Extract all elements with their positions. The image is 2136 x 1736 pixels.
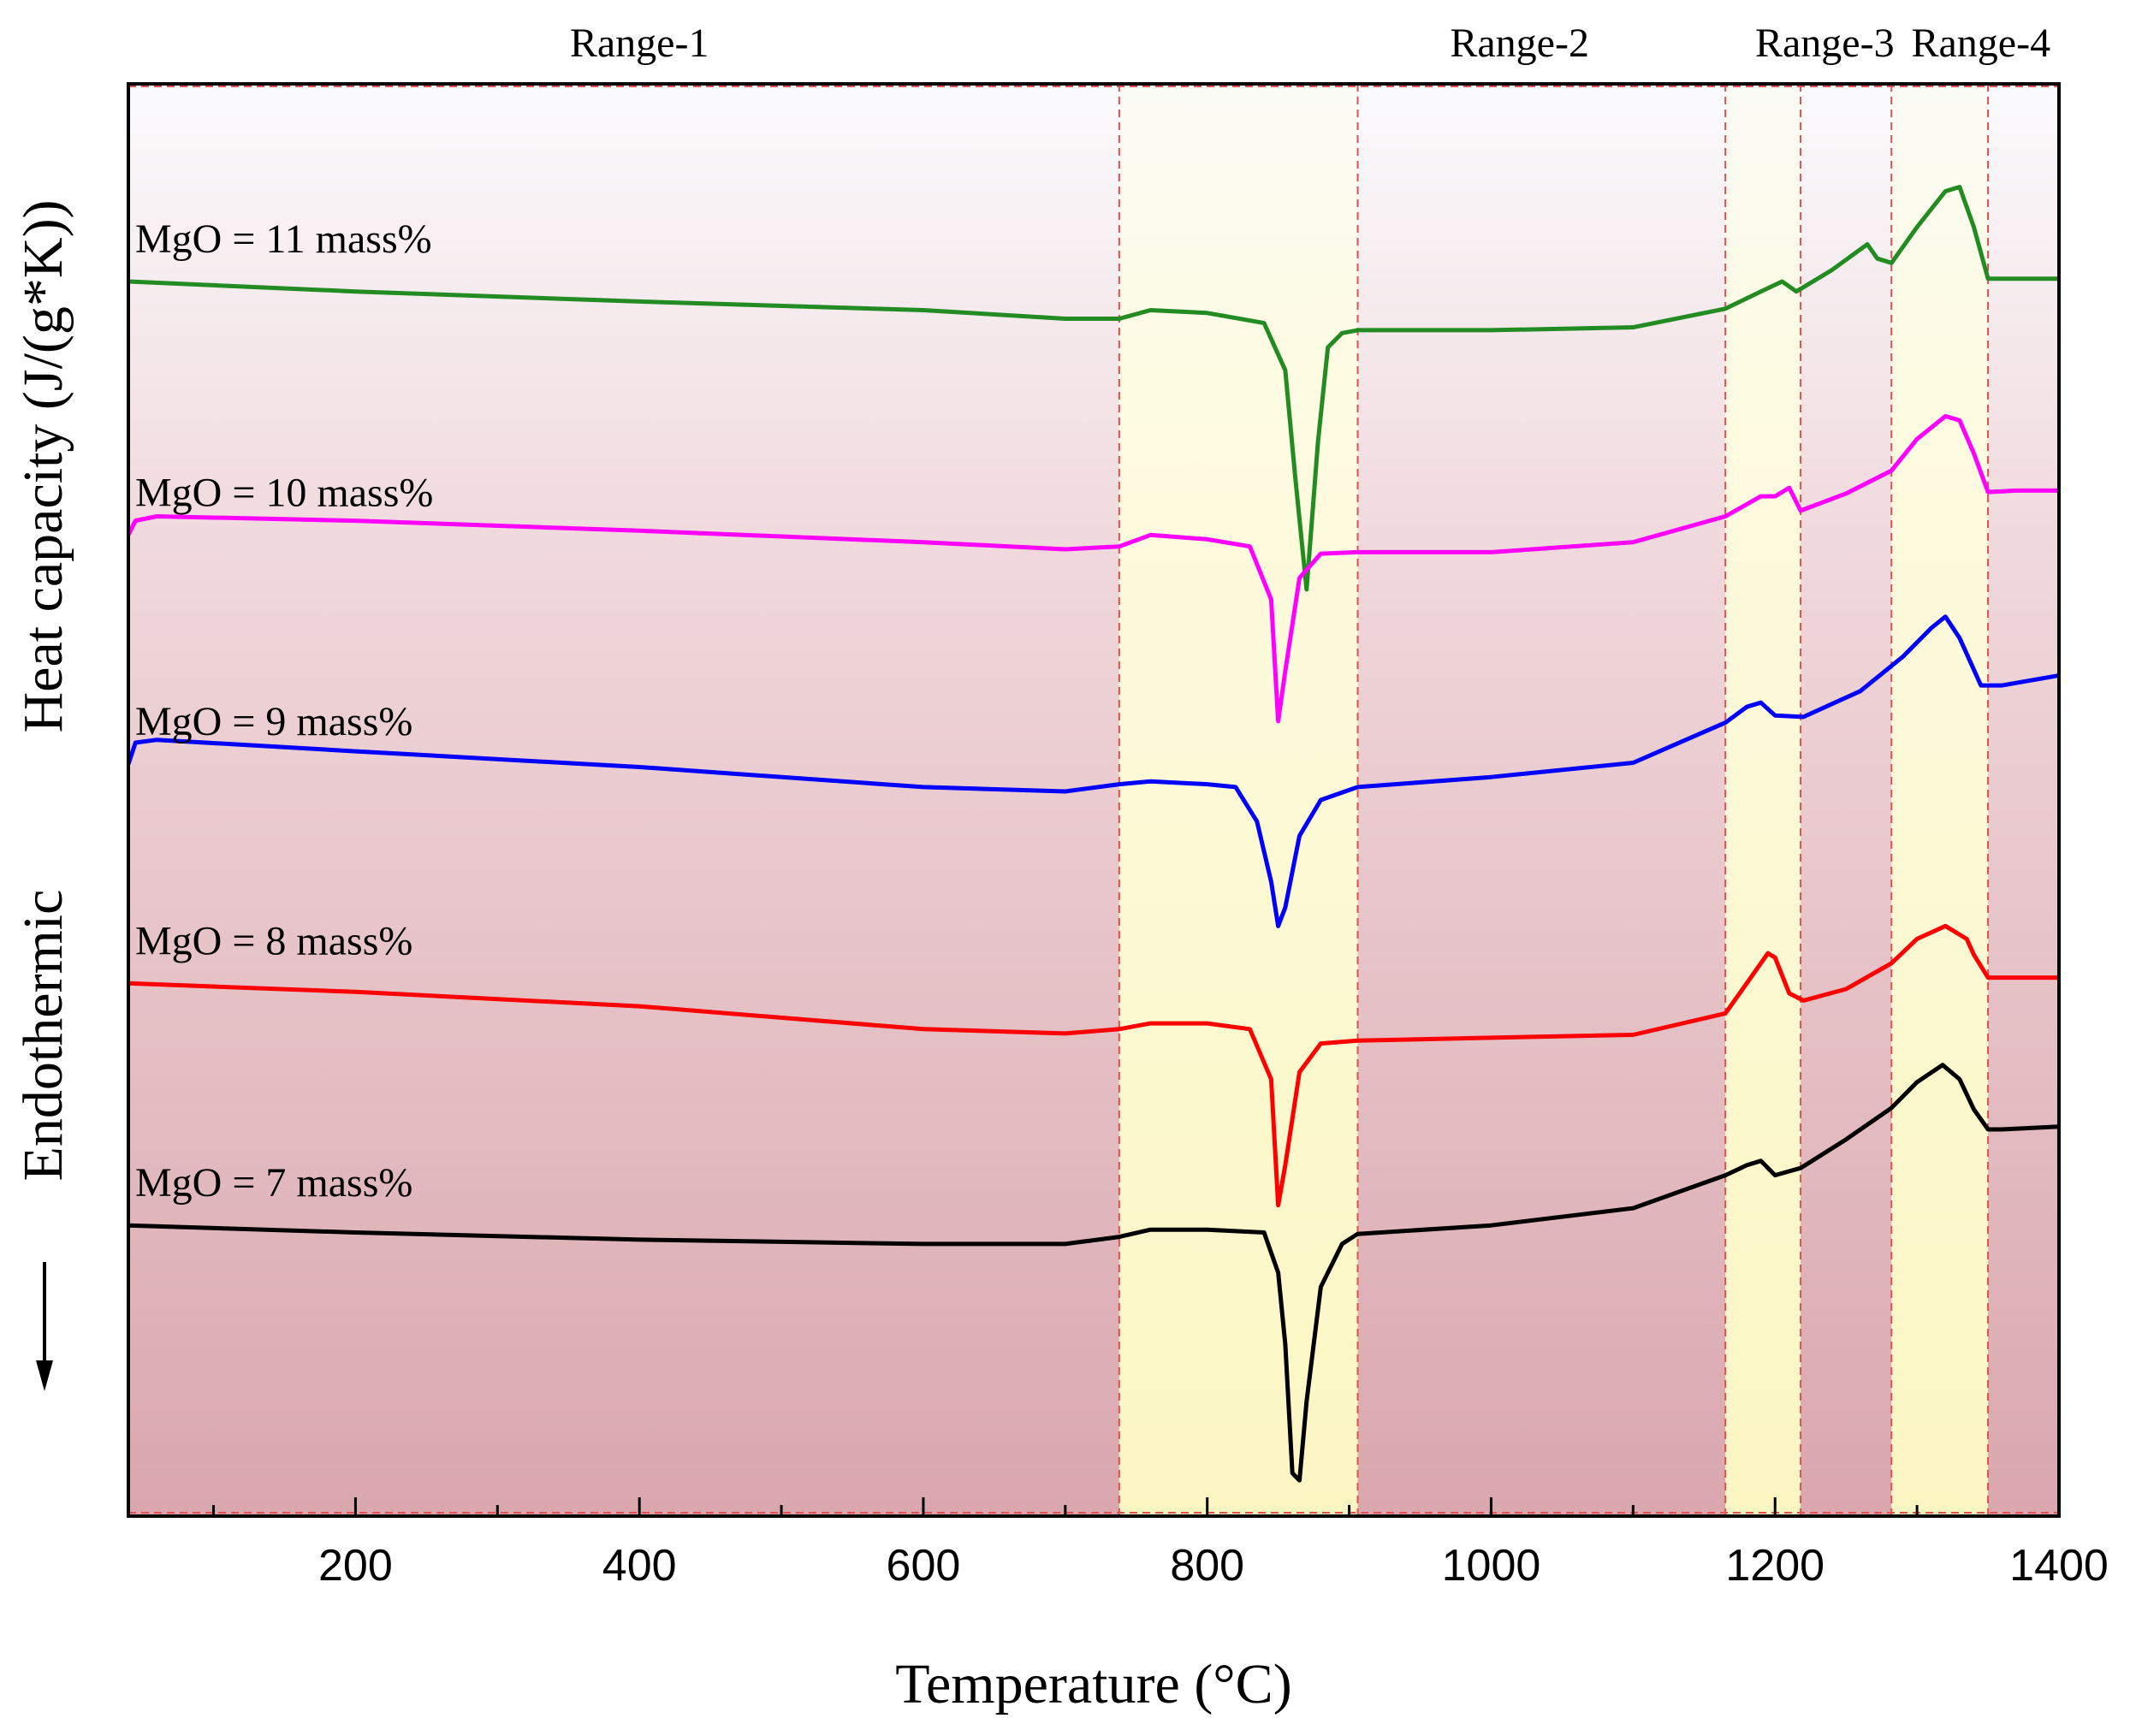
range-band-6 (1891, 84, 1989, 1516)
x-tick-label: 1400 (2009, 1541, 2109, 1591)
series-label: MgO = 11 mass% (135, 216, 432, 262)
y-axis-title: Heat capacity (J/(g*K)) (12, 199, 74, 732)
series-line-3 (126, 614, 2060, 928)
series-line-1 (128, 185, 2059, 592)
series-label: MgO = 10 mass% (135, 470, 433, 515)
plot-frame (127, 82, 2061, 1518)
x-tick-label: 400 (602, 1541, 677, 1591)
series-line-2 (126, 413, 2059, 724)
series-label: MgO = 7 mass% (135, 1160, 412, 1206)
x-tick-label: 200 (318, 1541, 393, 1591)
range-title: Range-1 (570, 21, 709, 66)
range-band-4 (1725, 84, 1801, 1516)
x-tick-label: 1200 (1725, 1541, 1824, 1591)
x-tick-label: 1000 (1442, 1541, 1541, 1591)
endothermic-label: Endothermic (12, 890, 74, 1182)
x-axis-title: Temperature (°C) (895, 1653, 1291, 1715)
range-band-2 (1118, 84, 1358, 1516)
range-title: Range-2 (1450, 21, 1589, 66)
range-title: Range-4 (1911, 21, 2050, 66)
series-line-5 (128, 1063, 2060, 1483)
x-tick-label: 600 (887, 1541, 961, 1591)
series-line-4 (128, 923, 2059, 1208)
series-label: MgO = 9 mass% (135, 699, 412, 744)
endothermic-arrow-icon (36, 1262, 53, 1391)
range-title: Range-3 (1755, 21, 1895, 66)
series-label: MgO = 8 mass% (135, 918, 412, 963)
x-tick-label: 800 (1170, 1541, 1244, 1591)
